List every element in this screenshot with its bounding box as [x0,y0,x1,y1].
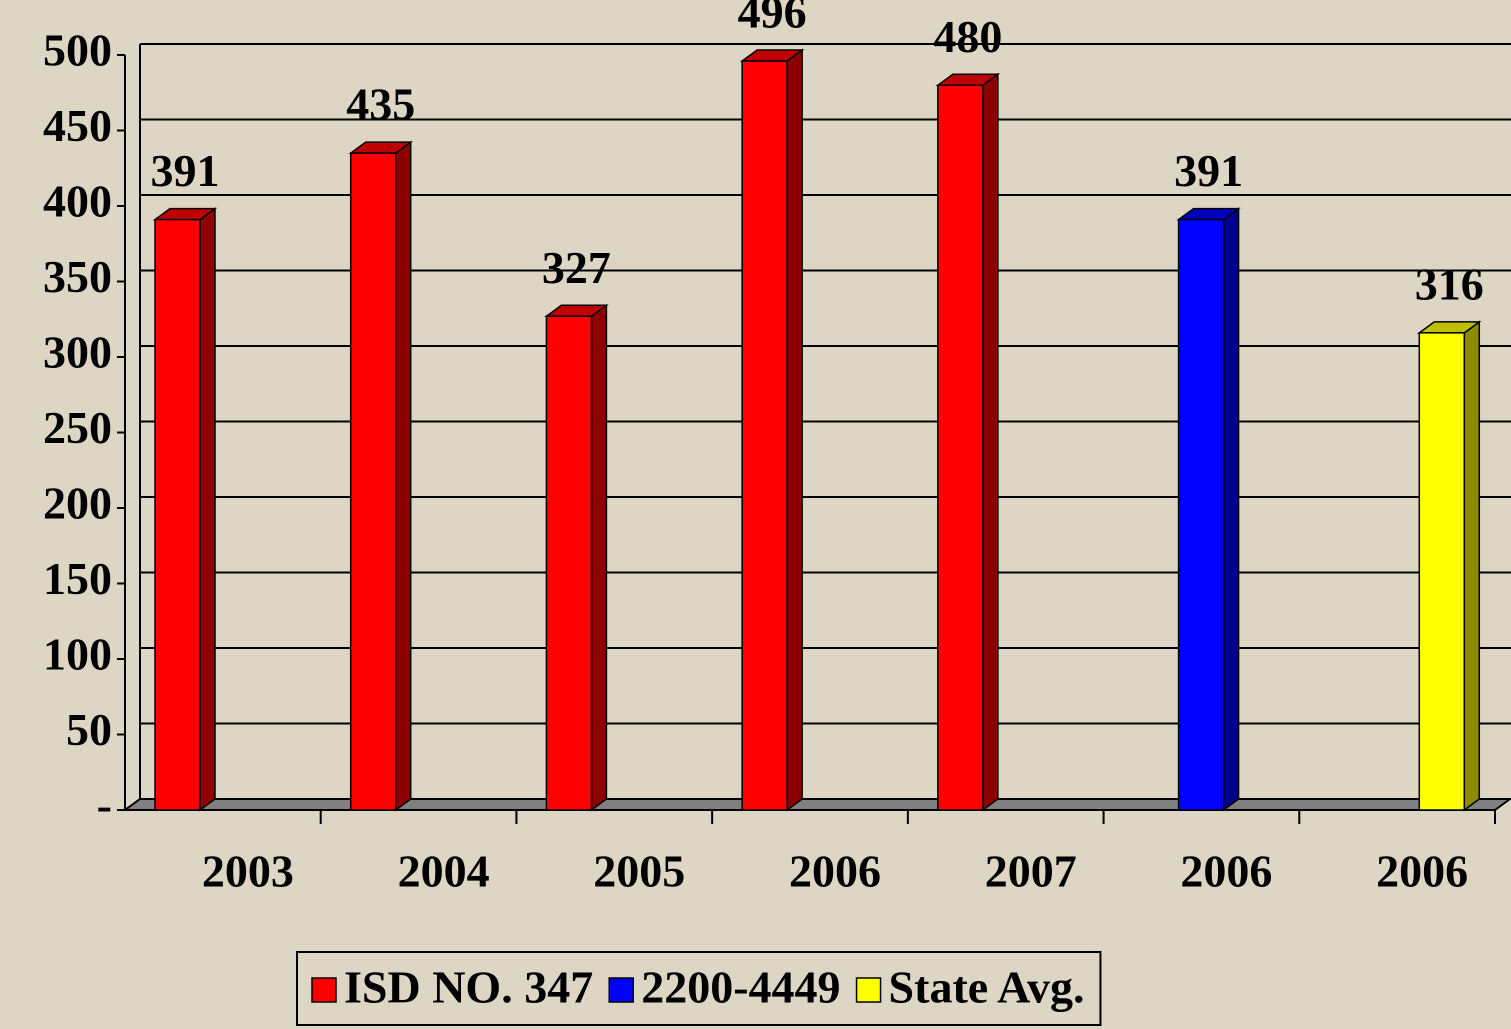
bar-side [1222,207,1240,812]
bar-side [786,48,803,812]
bar-side [982,72,999,812]
legend-label: State Avg. [889,962,1085,1013]
legend-label: 2200-4449 [641,962,840,1013]
value-label: 480 [933,11,1002,62]
legend-swatch [855,977,882,1003]
bar-side [1463,320,1481,812]
legend [296,951,1102,1026]
value-label: 316 [1415,258,1484,309]
value-label: 391 [151,145,220,196]
y-tick-label: - [97,780,112,831]
x-tick-label: 2007 [985,846,1077,897]
value-label: 327 [542,242,611,293]
bar-side [590,303,608,812]
bar [741,60,788,811]
legend-swatch [608,977,634,1003]
y-tick-label: 100 [43,629,112,680]
legend-swatch [311,977,337,1003]
legend-label: ISD NO. 347 [344,962,593,1013]
y-tick-label: 250 [43,402,112,453]
bar [154,218,201,811]
bar-side [394,140,412,812]
x-tick-label: 2004 [398,846,490,897]
bar [349,152,397,811]
bar [545,315,593,811]
x-tick-label: 2006 [789,846,881,897]
y-tick-label: 350 [43,251,112,302]
x-tick-label: 2006 [1180,846,1272,897]
y-tick-label: 150 [43,553,112,604]
x-tick-label: 2005 [593,846,685,897]
y-tick-label: 500 [43,25,112,76]
bar [1418,332,1466,811]
value-label: 391 [1174,145,1243,196]
bar [1177,218,1225,811]
x-tick-label: 2003 [202,846,294,897]
y-tick-label: 200 [43,478,112,529]
bar-side [199,207,216,812]
y-tick-label: 400 [43,176,112,227]
x-tick-label: 2006 [1376,846,1468,897]
y-tick-label: 450 [43,100,112,151]
value-label: 435 [346,79,415,130]
floor [121,798,1511,811]
bar [937,84,984,811]
value-label: 496 [738,0,807,38]
y-tick-label: 50 [66,704,112,755]
y-tick-label: 300 [43,327,112,378]
